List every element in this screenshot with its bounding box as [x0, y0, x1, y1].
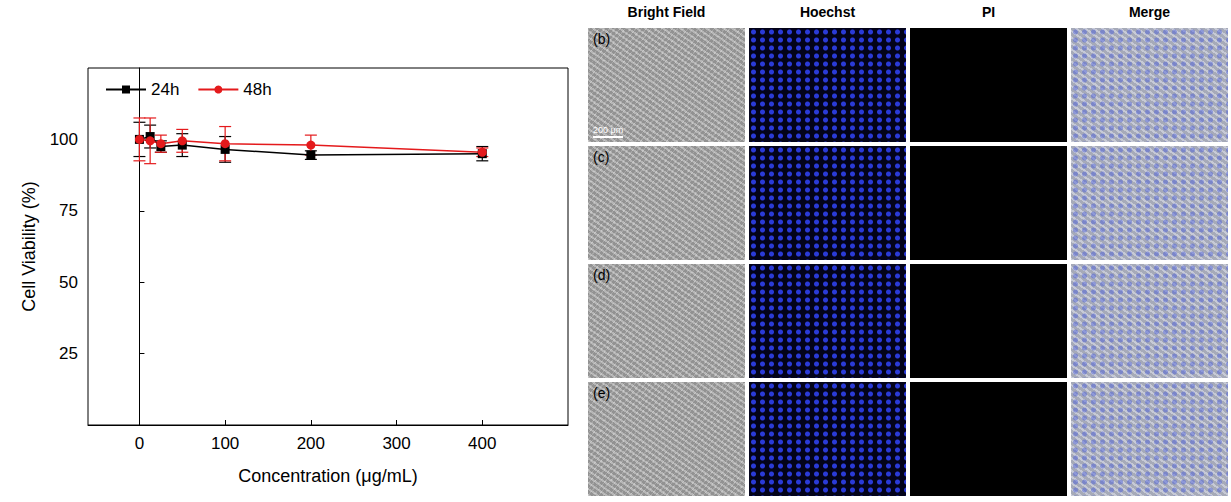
svg-text:24h: 24h [151, 80, 179, 99]
svg-text:48h: 48h [243, 80, 271, 99]
svg-text:Cell Viability (%): Cell Viability (%) [19, 181, 39, 312]
html-text:200 μm: 200 μm [593, 125, 624, 135]
svg-text:100: 100 [211, 434, 239, 453]
html-text:(d): (d) [593, 267, 611, 283]
html-text:(b): (b) [593, 31, 611, 47]
html-text:Bright Field: Bright Field [627, 4, 706, 20]
html-text:(e): (e) [593, 385, 611, 401]
svg-text:50: 50 [59, 273, 78, 292]
svg-text:0: 0 [135, 434, 144, 453]
svg-text:300: 300 [382, 434, 410, 453]
html-text:Merge: Merge [1128, 4, 1171, 20]
svg-text:400: 400 [468, 434, 496, 453]
svg-text:100: 100 [50, 130, 78, 149]
html-text:PI: PI [981, 4, 996, 20]
svg-text:75: 75 [59, 201, 78, 220]
svg-text:Concentration (μg/mL): Concentration (μg/mL) [238, 466, 417, 486]
svg-text:25: 25 [59, 344, 78, 363]
html-text:Hoechst: Hoechst [799, 4, 856, 20]
svg-text:200: 200 [297, 434, 325, 453]
html-text:(c): (c) [593, 149, 610, 165]
